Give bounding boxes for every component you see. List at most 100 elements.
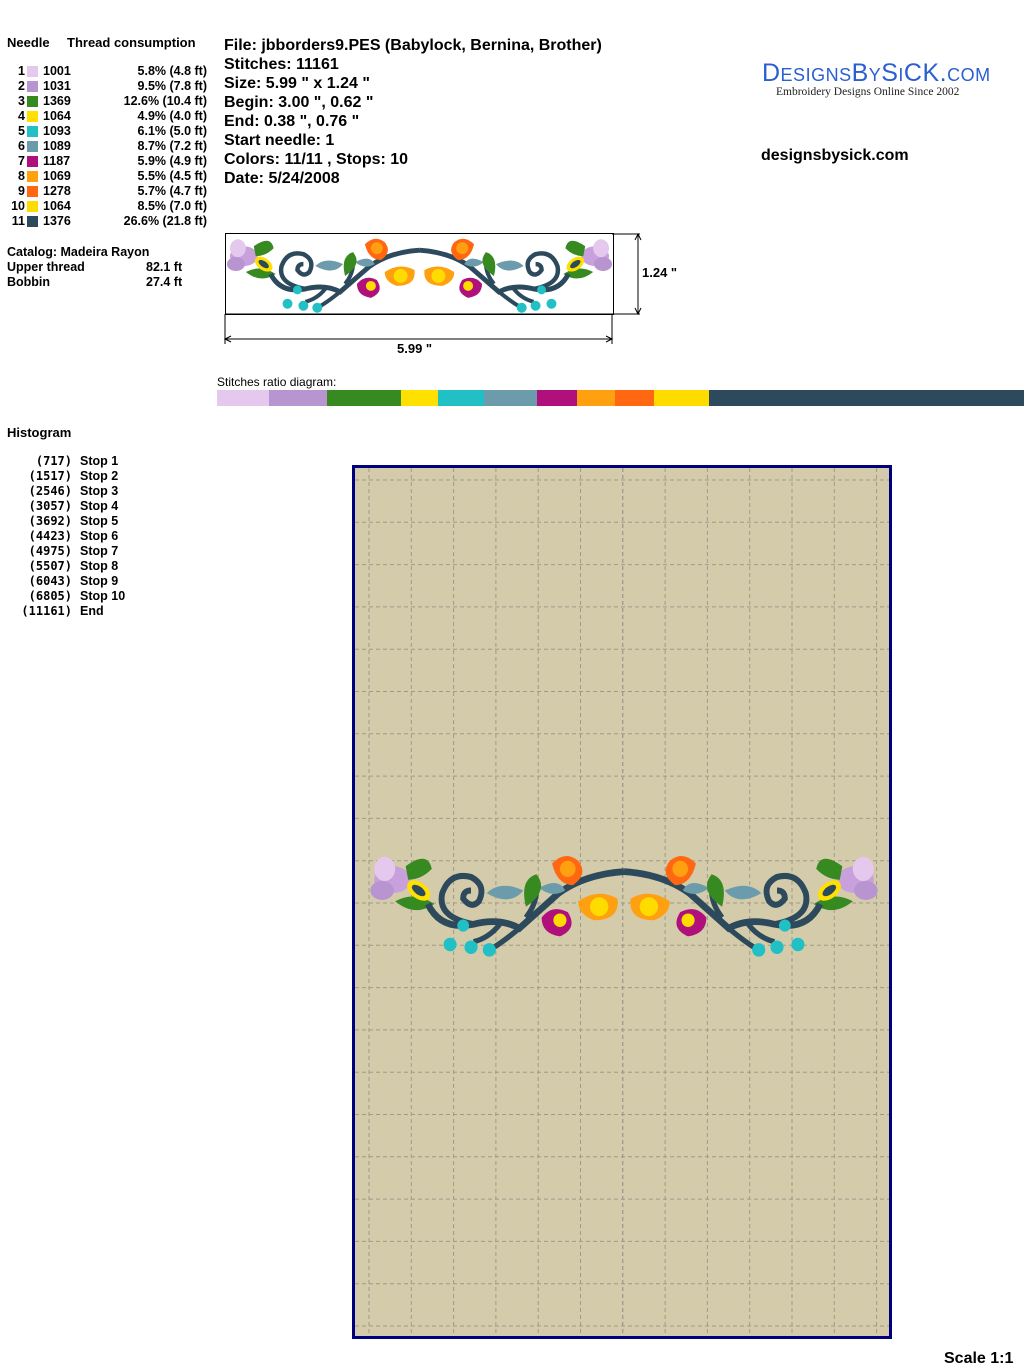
thread-color-swatch bbox=[27, 96, 38, 107]
thread-code: 1001 bbox=[43, 64, 71, 78]
stitch-count: (4423) bbox=[28, 529, 72, 543]
thread-code: 1089 bbox=[43, 139, 71, 153]
ratio-segment bbox=[217, 390, 269, 406]
stop-label: Stop 9 bbox=[80, 574, 119, 588]
ratio-segment bbox=[484, 390, 537, 406]
stop-label: Stop 7 bbox=[80, 544, 119, 558]
thread-code: 1069 bbox=[43, 169, 71, 183]
histogram-row: (6805) Stop 10 bbox=[0, 589, 200, 604]
thread-consumption: 26.6% (21.8 ft) bbox=[123, 214, 207, 228]
thread-consumption: 4.9% (4.0 ft) bbox=[137, 109, 207, 123]
histogram-row: (6043) Stop 9 bbox=[0, 574, 200, 589]
thread-row: 7 1187 5.9% (4.9 ft) bbox=[0, 154, 215, 169]
thread-code: 1093 bbox=[43, 124, 71, 138]
ratio-segment bbox=[615, 390, 654, 406]
upper-thread-label: Upper thread bbox=[7, 260, 85, 274]
thread-color-swatch bbox=[27, 156, 38, 167]
thread-consumption-header: Thread consumption bbox=[67, 35, 196, 50]
thread-consumption: 9.5% (7.8 ft) bbox=[137, 79, 207, 93]
needle-number: 11 bbox=[11, 214, 25, 228]
thread-row: 9 1278 5.7% (4.7 ft) bbox=[0, 184, 215, 199]
needle-number: 5 bbox=[18, 124, 25, 138]
thread-consumption: 12.6% (10.4 ft) bbox=[123, 94, 207, 108]
thread-row: 6 1089 8.7% (7.2 ft) bbox=[0, 139, 215, 154]
histogram-row: (4423) Stop 6 bbox=[0, 529, 200, 544]
thread-color-swatch bbox=[27, 171, 38, 182]
thread-consumption: 5.5% (4.5 ft) bbox=[137, 169, 207, 183]
histogram-row: (2546) Stop 3 bbox=[0, 484, 200, 499]
stop-label: End bbox=[80, 604, 104, 618]
thread-color-swatch bbox=[27, 201, 38, 212]
stitch-count: (6043) bbox=[28, 574, 72, 588]
stop-label: Stop 1 bbox=[80, 454, 119, 468]
ratio-segment bbox=[577, 390, 615, 406]
thread-row: 2 1031 9.5% (7.8 ft) bbox=[0, 79, 215, 94]
thread-row: 3 1369 12.6% (10.4 ft) bbox=[0, 94, 215, 109]
height-dimension-label: 1.24 " bbox=[642, 265, 678, 280]
logo-title: DesignsBySiCK.com bbox=[762, 59, 991, 87]
stop-label: Stop 10 bbox=[80, 589, 126, 603]
thread-color-swatch bbox=[27, 66, 38, 77]
thread-color-swatch bbox=[27, 111, 38, 122]
histogram-title: Histogram bbox=[7, 425, 72, 440]
stop-label: Stop 5 bbox=[80, 514, 119, 528]
stitch-count: (717) bbox=[35, 454, 72, 468]
stitch-count: (4975) bbox=[28, 544, 72, 558]
bobbin-value: 27.4 ft bbox=[146, 275, 183, 289]
thread-code: 1031 bbox=[43, 79, 71, 93]
stitch-count: (2546) bbox=[28, 484, 72, 498]
needle-number: 8 bbox=[18, 169, 25, 183]
thread-row: 4 1064 4.9% (4.0 ft) bbox=[0, 109, 215, 124]
stitch-count: (3057) bbox=[28, 499, 72, 513]
thread-row: 1 1001 5.8% (4.8 ft) bbox=[0, 64, 215, 79]
design-size: Size: 5.99 " x 1.24 " bbox=[224, 75, 370, 92]
upper-thread-value: 82.1 ft bbox=[146, 260, 183, 274]
thread-consumption: 5.9% (4.9 ft) bbox=[137, 154, 207, 168]
file-name: File: jbborders9.PES (Babylock, Bernina,… bbox=[224, 37, 602, 54]
stop-label: Stop 8 bbox=[80, 559, 119, 573]
stitches-ratio-label: Stitches ratio diagram: bbox=[217, 375, 337, 389]
histogram-row: (3692) Stop 5 bbox=[0, 514, 200, 529]
needle-number: 1 bbox=[18, 64, 25, 78]
logo-tagline: Embroidery Designs Online Since 2002 bbox=[776, 86, 960, 98]
website-text: designsbysick.com bbox=[761, 147, 909, 164]
thread-consumption: 6.1% (5.0 ft) bbox=[137, 124, 207, 138]
stitch-count: (6805) bbox=[28, 589, 72, 603]
histogram-row: (4975) Stop 7 bbox=[0, 544, 200, 559]
stitch-count: (5507) bbox=[28, 559, 72, 573]
ratio-segment bbox=[269, 390, 327, 406]
catalog-label: Catalog: Madeira Rayon bbox=[7, 245, 150, 259]
needle-number: 4 bbox=[18, 109, 25, 123]
histogram-row: (11161) End bbox=[0, 604, 200, 619]
histogram-row: (717) Stop 1 bbox=[0, 454, 200, 469]
needle-number: 3 bbox=[18, 94, 25, 108]
stitch-count: (11161) bbox=[21, 604, 72, 618]
needle-number: 2 bbox=[18, 79, 25, 93]
thread-color-swatch bbox=[27, 216, 38, 227]
ratio-segment bbox=[438, 390, 484, 406]
needle-header: Needle bbox=[7, 35, 50, 50]
histogram-row: (1517) Stop 2 bbox=[0, 469, 200, 484]
colors-stops: Colors: 11/11 , Stops: 10 bbox=[224, 151, 409, 168]
stitch-count: (1517) bbox=[28, 469, 72, 483]
thread-row: 5 1093 6.1% (5.0 ft) bbox=[0, 124, 215, 139]
thread-row: 11 1376 26.6% (21.8 ft) bbox=[0, 214, 215, 229]
ratio-segment bbox=[537, 390, 577, 406]
ratio-segment bbox=[654, 390, 709, 406]
histogram-row: (5507) Stop 8 bbox=[0, 559, 200, 574]
stop-label: Stop 6 bbox=[80, 529, 119, 543]
histogram-row: (3057) Stop 4 bbox=[0, 499, 200, 514]
thread-code: 1278 bbox=[43, 184, 71, 198]
thread-code: 1376 bbox=[43, 214, 71, 228]
designsbysick-logo: DesignsBySiCK.com Embroidery Designs Onl… bbox=[762, 60, 992, 98]
stop-label: Stop 2 bbox=[80, 469, 119, 483]
thread-code: 1369 bbox=[43, 94, 71, 108]
start-needle: Start needle: 1 bbox=[224, 132, 335, 149]
thread-code: 1064 bbox=[43, 199, 71, 213]
thread-row: 8 1069 5.5% (4.5 ft) bbox=[0, 169, 215, 184]
hoop-design-image bbox=[369, 850, 879, 958]
begin-position: Begin: 3.00 ", 0.62 " bbox=[224, 94, 374, 111]
thread-color-swatch bbox=[27, 81, 38, 92]
stitch-count: (3692) bbox=[28, 514, 72, 528]
needle-number: 10 bbox=[11, 199, 25, 213]
